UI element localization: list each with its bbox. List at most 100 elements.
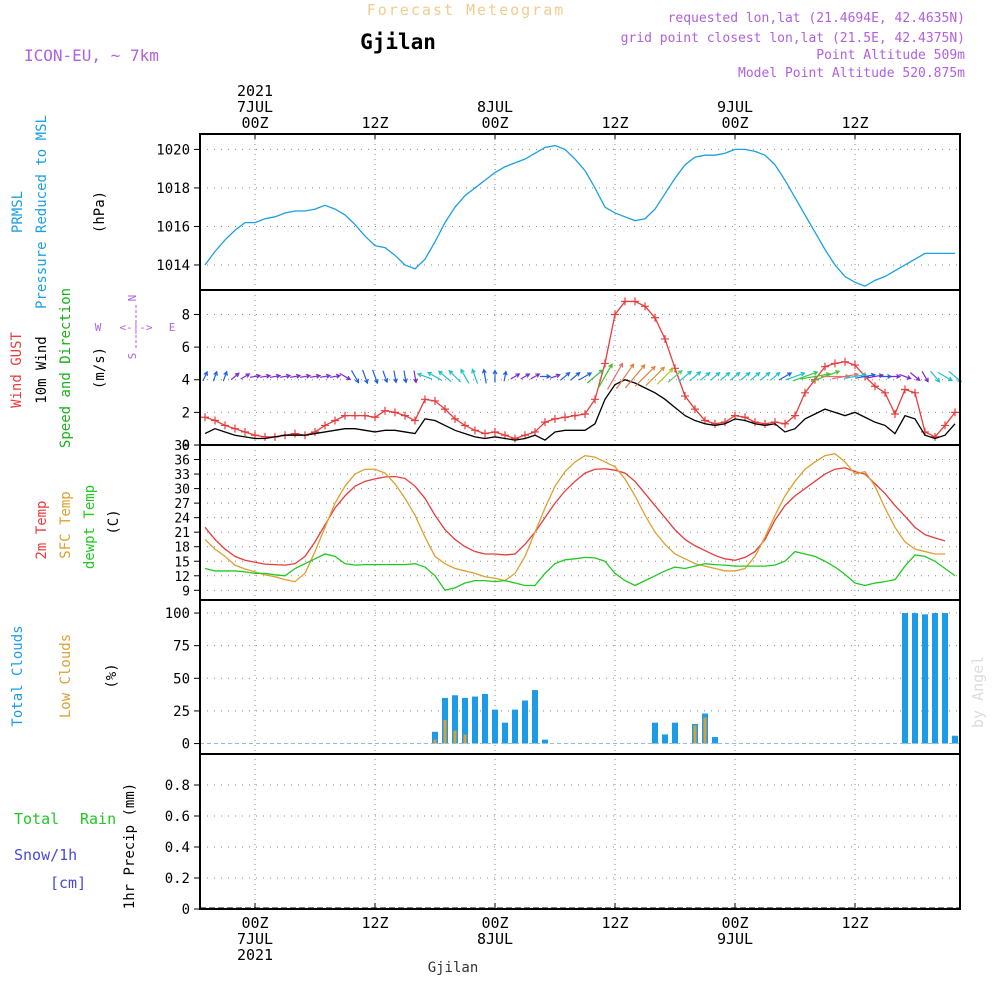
gust-marker [581, 410, 589, 418]
wind-arrow [202, 370, 208, 382]
total-cloud-bar [492, 709, 498, 744]
total-cloud-bar [532, 690, 538, 744]
gust-marker [791, 411, 799, 420]
time-label-top: 9JUL [717, 98, 753, 116]
wind-arrow [720, 371, 731, 381]
model-label: ICON-EU, ~ 7km [24, 46, 159, 65]
total-cloud-bar [482, 693, 488, 744]
wind-arrow [299, 373, 312, 379]
wind-arrow [372, 369, 379, 385]
gust-marker [431, 396, 439, 405]
gust-marker [201, 413, 209, 422]
wind-arrow [730, 371, 741, 381]
panel-frame [199, 753, 961, 910]
tick-label-y: 0 [182, 902, 190, 918]
model-altitude: Model Point Altitude 520.875m [738, 66, 965, 81]
gust-marker [591, 395, 599, 404]
gust-marker [411, 416, 419, 425]
watermark: by Angel [969, 656, 987, 728]
total-cloud-bar [952, 735, 958, 744]
gust-marker [311, 427, 319, 436]
ylabel-total-clouds: Total Clouds [10, 625, 26, 726]
time-label-bottom: 00Z [241, 914, 268, 932]
wind-arrow [689, 371, 702, 382]
tick-label-y: 27 [174, 497, 190, 512]
wind-arrow [502, 370, 508, 382]
wind-arrow [416, 372, 433, 380]
time-label-top: 12Z [601, 114, 628, 132]
gust-marker [391, 408, 399, 417]
gust-marker [931, 432, 939, 441]
gust-marker [461, 421, 469, 430]
time-label-bottom: 12Z [841, 914, 868, 932]
tick-label-y: 0 [182, 737, 190, 753]
wind-arrow [437, 370, 452, 383]
wind-arrow [350, 370, 360, 384]
tick-label-y: 24 [174, 512, 190, 527]
gust-marker [641, 302, 649, 311]
total-cloud-bar [522, 700, 528, 744]
gust-marker [881, 388, 889, 397]
gust-marker [901, 385, 909, 394]
gust-marker [601, 359, 609, 368]
time-label-bottom: 12Z [601, 914, 628, 932]
wind-arrow [403, 370, 408, 384]
tick-label-y: 8 [182, 307, 190, 323]
time-label-top: 00Z [481, 114, 508, 132]
gust-marker [541, 418, 549, 427]
low-cloud-bar [703, 717, 707, 744]
total-cloud-bar [912, 613, 918, 744]
wind-arrow [230, 372, 240, 381]
panels: 1014 1016 1018 1020 PRMSL Pressure Reduced to… [9, 115, 963, 918]
wind-arrow [740, 371, 751, 381]
gust-marker [661, 334, 669, 343]
gust-marker [351, 411, 359, 420]
wind-arrow [249, 373, 262, 379]
tick-label-y: 4 [182, 373, 190, 389]
panel-frame [199, 599, 961, 755]
legend-total: Total [14, 810, 59, 828]
wind-arrow [710, 371, 721, 381]
total-cloud-bar [502, 722, 508, 744]
tick-label-y: 100 [165, 606, 190, 622]
requested-coords: requested lon,lat (21.4694E, 42.4635N) [668, 11, 965, 26]
total-cloud-bar [512, 709, 518, 744]
gust-marker [401, 411, 409, 420]
total-cloud-bar [452, 695, 458, 744]
time-label-top: 8JUL [477, 98, 513, 116]
panel-frame [199, 289, 961, 446]
wind-arrow [540, 374, 552, 379]
wind-arrow [362, 369, 369, 385]
gust-marker [571, 411, 579, 420]
gust-marker [851, 361, 859, 370]
gust-marker [691, 405, 699, 414]
gust-marker [291, 429, 299, 438]
ylabel-low-clouds: Low Clouds [58, 634, 74, 718]
ylabel-pressure: Pressure Reduced to MSL [34, 115, 50, 309]
low-cloud-bar [443, 720, 447, 744]
compass-east: E [169, 321, 176, 334]
wind-arrow [606, 362, 624, 390]
wind-arrow [222, 370, 228, 382]
wind-arrow [212, 370, 218, 382]
wind-arrow [382, 370, 389, 384]
tick-label-y: 50 [173, 671, 190, 687]
wind-arrow [510, 373, 521, 380]
tick-label-y: 1018 [156, 181, 190, 197]
compass-west: W [95, 321, 102, 334]
compass-south: S [126, 353, 139, 360]
wind-arrow [339, 372, 352, 381]
gust-marker [441, 405, 449, 414]
wind-arrow [471, 368, 479, 384]
wind-arrow [578, 372, 593, 381]
series-temperature-1 [204, 453, 945, 583]
wind-arrow [309, 373, 322, 379]
compass-north: N [126, 295, 139, 302]
wind-arrow [667, 369, 683, 383]
time-label-top: 00Z [241, 114, 268, 132]
low-cloud-bar [693, 725, 697, 744]
